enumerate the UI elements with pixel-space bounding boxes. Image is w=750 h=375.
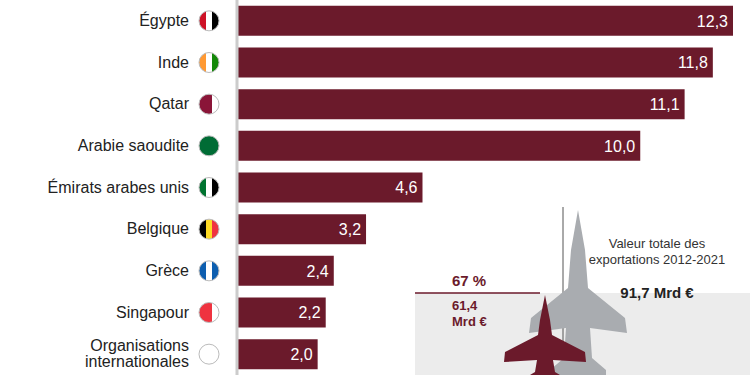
svg-text:11,8: 11,8 — [678, 54, 708, 71]
svg-text:4,6: 4,6 — [395, 179, 417, 196]
svg-text:11,1: 11,1 — [650, 96, 680, 113]
svg-text:12,3: 12,3 — [697, 13, 728, 30]
svg-text:Émirats arabes unis: Émirats arabes unis — [48, 178, 189, 196]
html-text:67 %: 67 % — [452, 272, 487, 289]
svg-text:2,4: 2,4 — [307, 263, 329, 280]
html-text:61,4 Mrd €: 61,4 Mrd € — [452, 298, 487, 329]
svg-text:2,0: 2,0 — [290, 346, 312, 363]
html-text:Valeur totale des exportations: Valeur totale des exportations 2012-2021 — [588, 236, 726, 267]
svg-text:Qatar: Qatar — [149, 95, 190, 112]
svg-text:3,2: 3,2 — [339, 221, 361, 238]
svg-text:Arabie saoudite: Arabie saoudite — [78, 137, 189, 154]
html-text:91,7 Mrd €: 91,7 Mrd € — [620, 284, 694, 301]
svg-text:Grèce: Grèce — [145, 262, 189, 279]
svg-text:Égypte: Égypte — [139, 11, 189, 29]
svg-text:Organisations: Organisations — [90, 337, 189, 354]
svg-text:Belgique: Belgique — [127, 220, 189, 237]
svg-text:Singapour: Singapour — [116, 304, 190, 321]
svg-text:Inde: Inde — [158, 54, 189, 71]
svg-text:2,2: 2,2 — [298, 304, 320, 321]
svg-text:10,0: 10,0 — [604, 138, 635, 155]
svg-text:internationales: internationales — [85, 353, 189, 370]
